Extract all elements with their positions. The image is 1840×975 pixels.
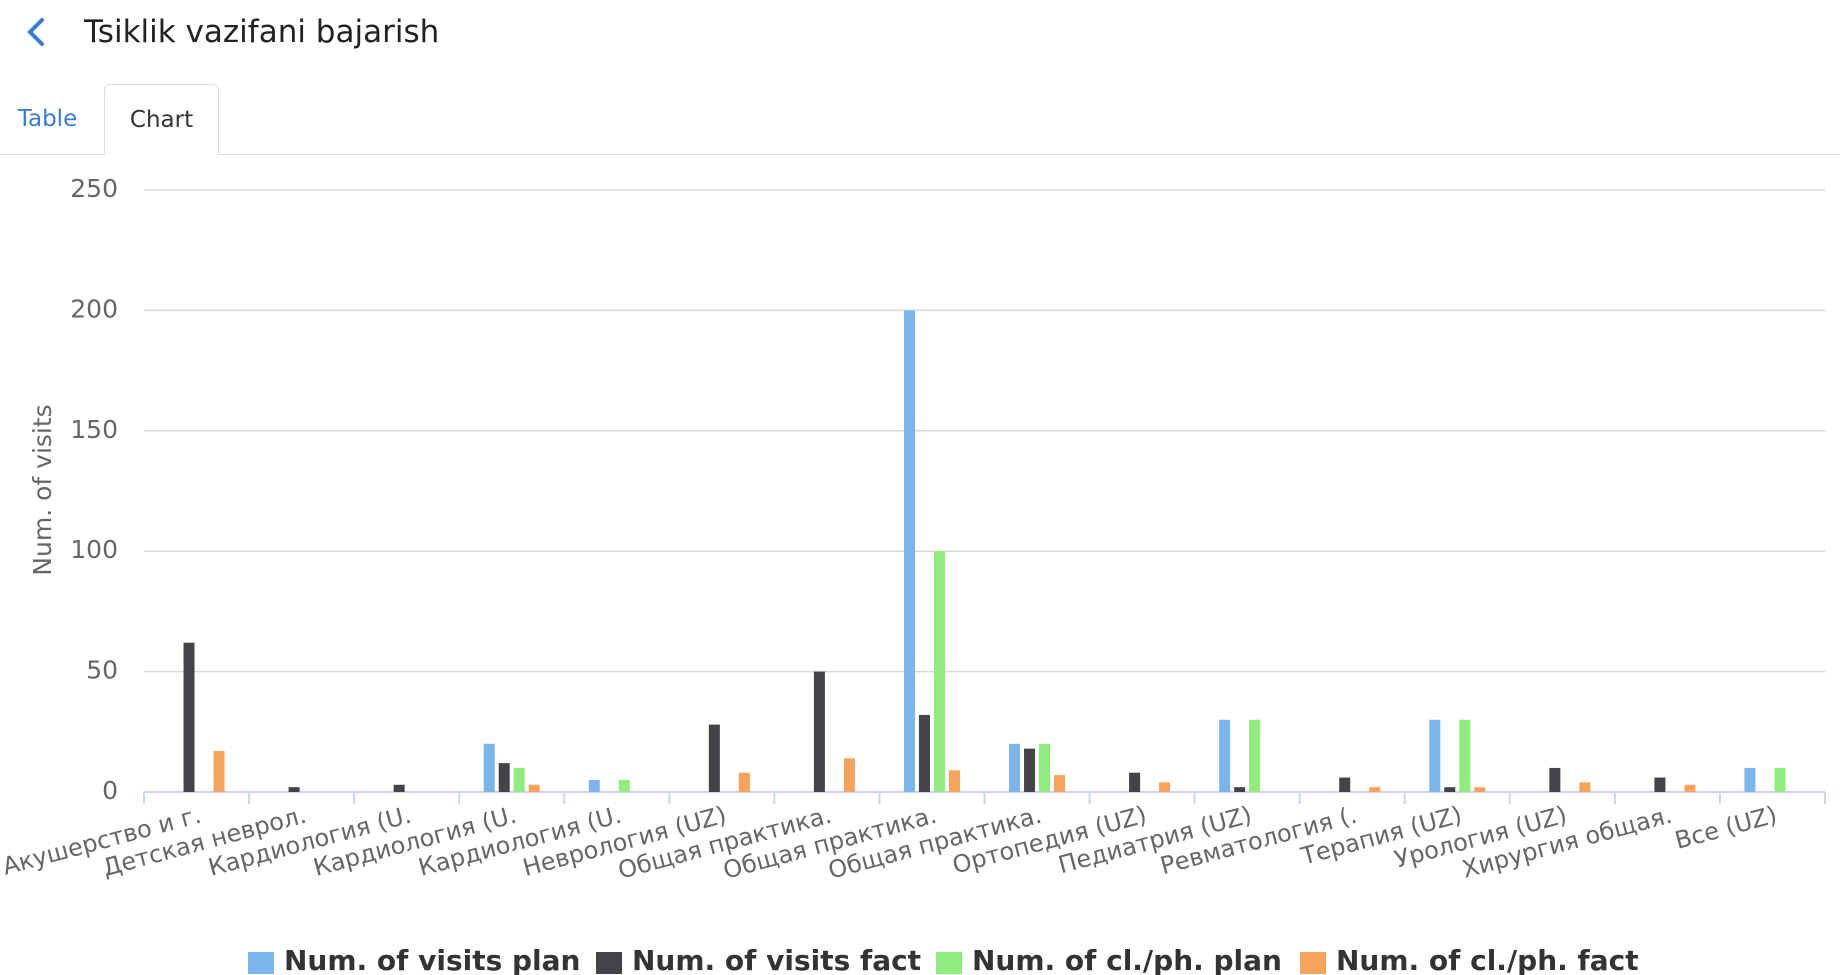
bar (1024, 748, 1036, 792)
bar (513, 767, 525, 792)
legend-swatch (596, 952, 622, 974)
bar (1684, 784, 1696, 792)
bar (528, 784, 540, 792)
bar (483, 743, 495, 792)
bar (588, 779, 600, 792)
bar (813, 671, 825, 792)
bar (1219, 719, 1231, 792)
bar (183, 642, 195, 792)
bar (1009, 743, 1021, 792)
legend-label: Num. of visits fact (632, 944, 921, 975)
bar (1039, 743, 1051, 792)
bar (1654, 777, 1666, 792)
bar (1444, 787, 1456, 792)
legend-label: Num. of visits plan (284, 944, 580, 975)
y-tick-label: 250 (70, 174, 118, 203)
bar (918, 714, 930, 792)
bar (1129, 772, 1141, 792)
legend-label: Num. of cl./ph. fact (1336, 944, 1639, 975)
bar (1234, 787, 1246, 792)
bar (1054, 775, 1066, 792)
tab-divider (0, 154, 1840, 155)
bar (933, 551, 945, 792)
bar (1774, 767, 1786, 792)
bar (393, 784, 405, 792)
bar (1249, 719, 1261, 792)
bar (708, 724, 720, 792)
bar (288, 787, 300, 792)
y-tick-label: 150 (70, 415, 118, 444)
bar (843, 758, 855, 792)
bar (1579, 782, 1591, 792)
y-tick-label: 0 (102, 776, 118, 805)
legend-swatch (936, 952, 962, 974)
bar (1339, 777, 1351, 792)
bar (1474, 787, 1486, 792)
back-button[interactable] (22, 14, 52, 50)
tab-active[interactable]: Chart (104, 84, 219, 155)
y-tick-label: 100 (70, 535, 118, 564)
legend-swatch (248, 952, 274, 974)
bar (498, 763, 510, 792)
bar (1459, 719, 1471, 792)
legend-label: Num. of cl./ph. plan (972, 944, 1282, 975)
legend-swatch (1300, 952, 1326, 974)
page-title: Tsiklik vazifani bajarish (84, 14, 440, 50)
bar (903, 310, 915, 792)
x-tick-label: Все (UZ) (1672, 801, 1780, 855)
bar (213, 751, 225, 792)
y-tick-label: 50 (86, 656, 118, 685)
tab[interactable]: Table (17, 106, 78, 132)
bar (1549, 767, 1561, 792)
bar (1744, 767, 1756, 792)
bar (1159, 782, 1171, 792)
bar (738, 772, 750, 792)
y-axis-title: Num. of visits (28, 404, 57, 575)
bar (1369, 787, 1381, 792)
bar (948, 770, 960, 792)
bar (1429, 719, 1441, 792)
y-tick-label: 200 (70, 294, 118, 323)
bar (618, 779, 630, 792)
